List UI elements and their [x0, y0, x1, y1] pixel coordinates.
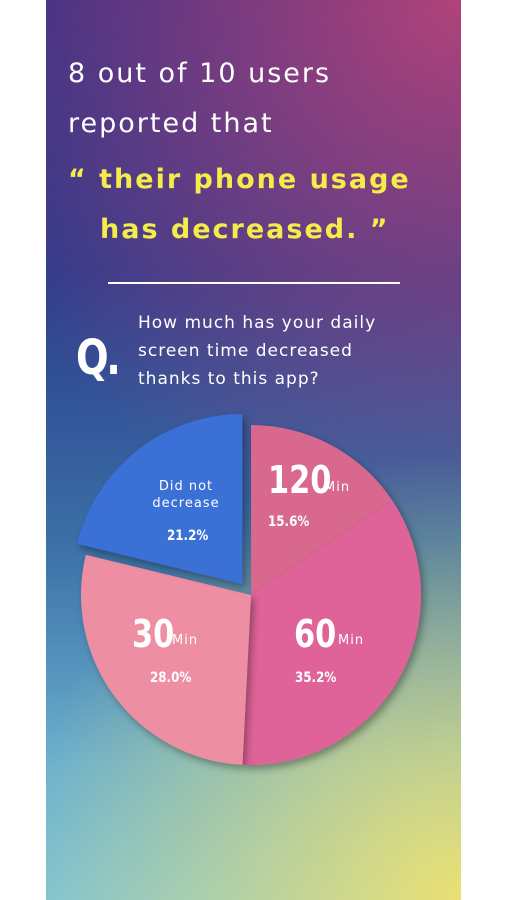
pie-slice	[77, 413, 243, 584]
value-label: 35.2%	[295, 670, 337, 686]
slice-label: 30	[132, 612, 175, 656]
chart	[77, 413, 421, 765]
value-label: 28.0%	[150, 670, 192, 686]
question-text: screen time decreased	[138, 341, 353, 361]
question-text: How much has your daily	[138, 313, 377, 333]
headline-highlight: “ their phone usage	[68, 164, 411, 195]
infographic: 8 out of 10 users reported that “ their …	[46, 0, 461, 900]
slice-unit: Min	[338, 633, 365, 648]
headline: reported that	[68, 108, 274, 139]
divider	[108, 282, 400, 284]
question-text: thanks to this app?	[138, 369, 320, 389]
slice-label: 120	[268, 458, 332, 502]
pie-slice	[242, 500, 421, 765]
pie-slice	[251, 425, 393, 595]
headline: 8 out of 10 users	[68, 58, 332, 89]
value-label: 21.2%	[167, 528, 209, 544]
pie-slice	[80, 554, 251, 765]
slice-label: 60	[294, 612, 337, 656]
headline-highlight: has decreased. ”	[100, 214, 390, 245]
slice-label: Did not decrease	[152, 479, 220, 511]
value-label: 15.6%	[268, 514, 310, 530]
question-mark: Q.	[76, 330, 121, 386]
slice-unit: Min	[324, 480, 351, 495]
slice-unit: Min	[172, 633, 199, 648]
